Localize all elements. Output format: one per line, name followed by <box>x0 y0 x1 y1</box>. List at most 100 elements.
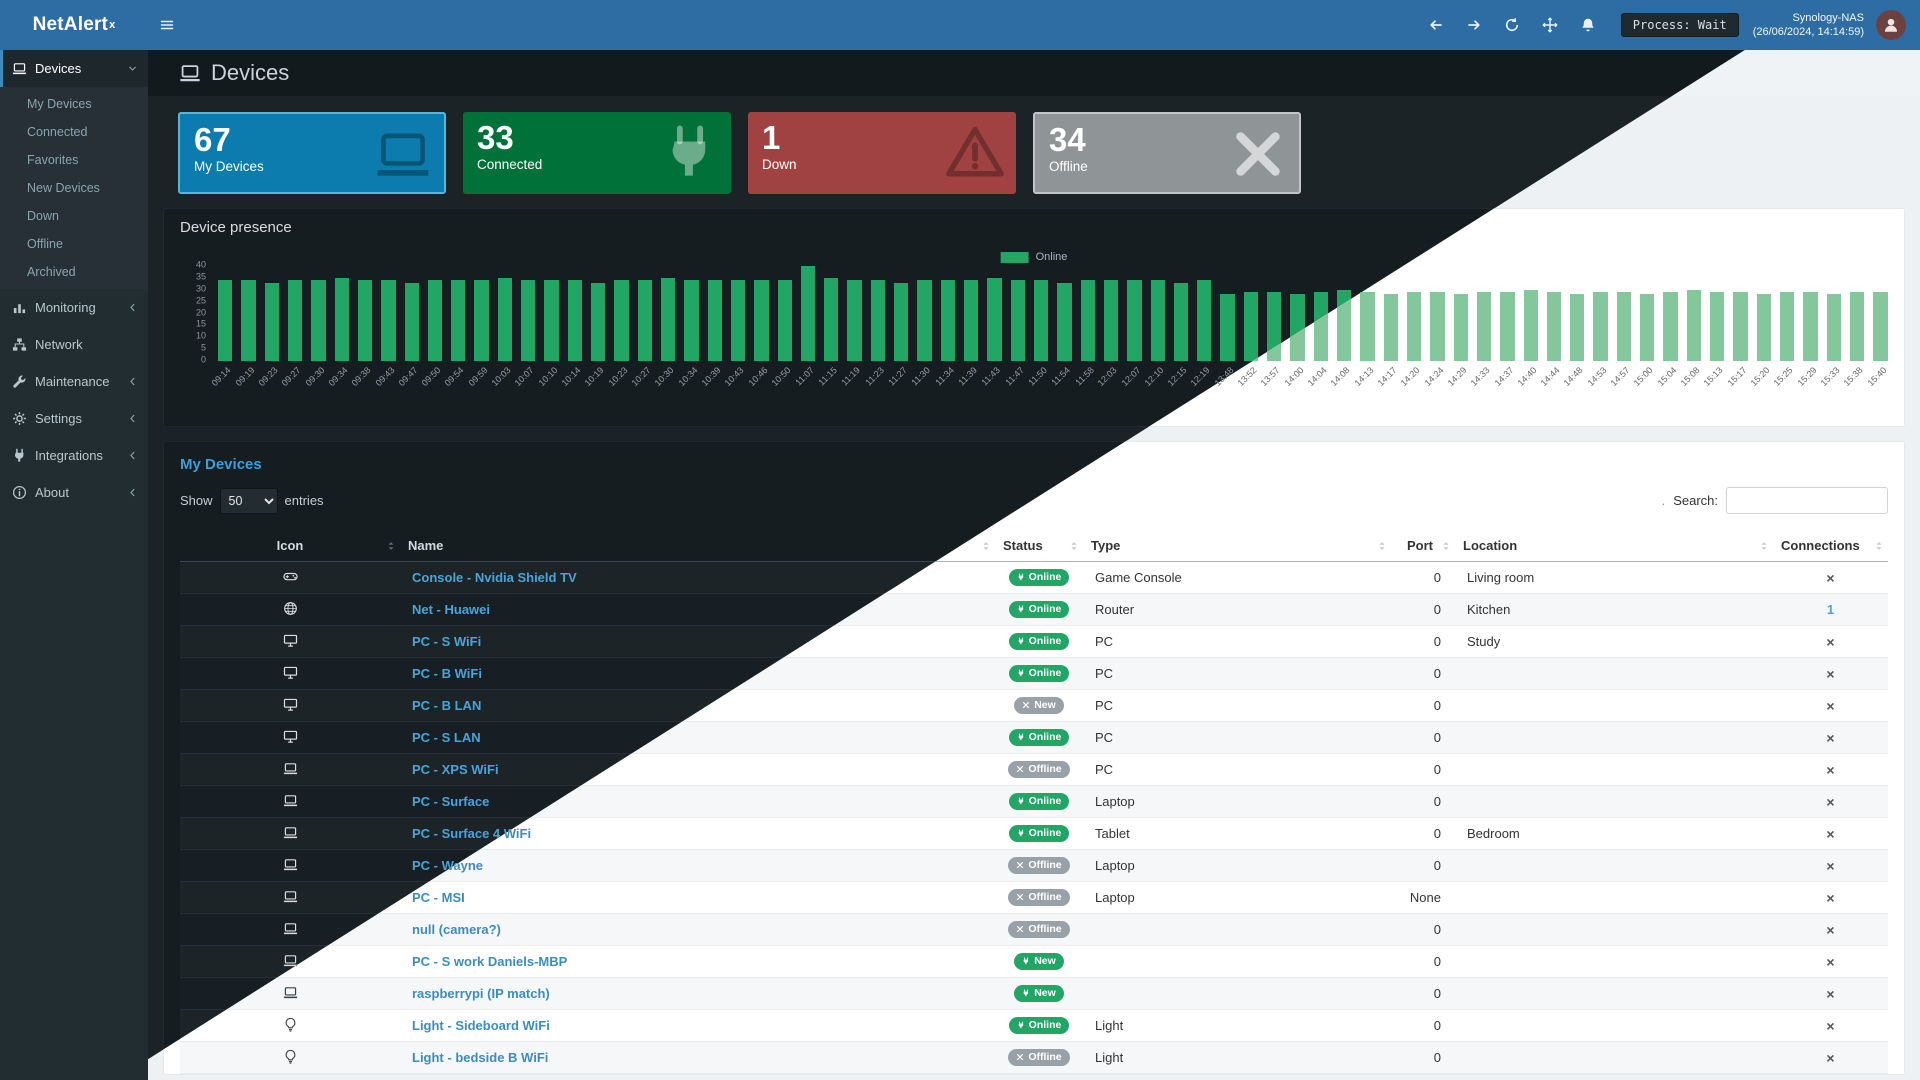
x-axis-tick-label: 09:50 <box>419 365 443 389</box>
device-name-link[interactable]: PC - Wayne <box>412 858 484 873</box>
sort-icon[interactable] <box>385 540 397 552</box>
x-tick: 11:47 <box>1003 364 1026 420</box>
column-header-icon[interactable]: Icon <box>180 530 400 562</box>
x-axis-tick-label: 09:34 <box>326 365 350 389</box>
search-prefix-dot: . <box>1661 493 1666 508</box>
device-name-cell: PC - Wayne <box>400 849 995 882</box>
stat-card-connected[interactable]: 33 Connected <box>463 112 731 194</box>
sidebar-item-offline[interactable]: Offline <box>27 237 63 251</box>
y-axis-tick-label: 0 <box>200 354 206 365</box>
status-label: Online <box>1028 570 1062 583</box>
column-header-port[interactable]: Port <box>1391 530 1455 562</box>
nav-back-button[interactable] <box>1417 0 1455 50</box>
status-label: Online <box>1028 1018 1062 1031</box>
device-connections-cell: × <box>1773 689 1888 722</box>
column-header-name[interactable]: Name <box>400 530 995 562</box>
laptop-icon <box>179 62 201 84</box>
device-name-link[interactable]: PC - S LAN <box>412 730 481 745</box>
sidebar-item-about[interactable]: About <box>0 474 148 511</box>
sort-icon[interactable] <box>1440 540 1452 552</box>
device-name-link[interactable]: PC - MSI <box>412 890 465 905</box>
device-connections-cell: × <box>1773 1009 1888 1042</box>
x-tick: 14:33 <box>1469 364 1492 420</box>
sort-icon[interactable] <box>1873 540 1885 552</box>
sort-icon[interactable] <box>1376 540 1388 552</box>
status-label: Online <box>1028 826 1062 839</box>
x-tick: 10:30 <box>653 364 676 420</box>
stat-card-down[interactable]: 1 Down <box>748 112 1016 194</box>
sidebar-item-maintenance[interactable]: Maintenance <box>0 363 148 400</box>
column-header-type[interactable]: Type <box>1083 530 1391 562</box>
sidebar-item-devices[interactable]: Devices <box>0 50 148 87</box>
device-name-link[interactable]: raspberrypi (IP match) <box>412 986 550 1001</box>
stat-card-offline[interactable]: 34 Offline <box>1033 112 1301 194</box>
connections-link[interactable]: 1 <box>1826 602 1835 617</box>
device-name-link[interactable]: PC - B LAN <box>412 698 482 713</box>
column-header-connections[interactable]: Connections <box>1773 530 1888 562</box>
page-length-select[interactable]: 50 <box>219 487 278 514</box>
device-row[interactable]: PC - S work Daniels-MBP New 0 × <box>180 945 1888 978</box>
chart-bar <box>964 280 979 361</box>
sort-icon[interactable] <box>980 540 992 552</box>
sidebar-item-monitoring[interactable]: Monitoring <box>0 289 148 326</box>
sidebar-toggle-button[interactable] <box>148 0 186 50</box>
sidebar-item-network[interactable]: Network <box>0 326 148 363</box>
device-row[interactable]: raspberrypi (IP match) New 0 × <box>180 977 1888 1010</box>
sidebar-item-favorites[interactable]: Favorites <box>27 153 79 167</box>
stat-card-my-devices[interactable]: 67 My Devices <box>178 112 446 194</box>
device-name-link[interactable]: PC - S WiFi <box>412 634 482 649</box>
device-name-link[interactable]: PC - XPS WiFi <box>412 762 499 777</box>
nav-forward-button[interactable] <box>1455 0 1493 50</box>
device-row[interactable]: Light - bedside B WiFi Offline Light 0 × <box>180 1041 1888 1074</box>
gear-icon <box>12 411 27 426</box>
sidebar-item-new-devices[interactable]: New Devices <box>27 181 100 195</box>
device-icon-cell <box>180 881 400 914</box>
device-name-link[interactable]: Console - Nvidia Shield TV <box>412 570 577 585</box>
device-name-link[interactable]: PC - Surface 4 WiFi <box>412 826 532 841</box>
notifications-button[interactable] <box>1569 0 1607 50</box>
sidebar-item-archived[interactable]: Archived <box>27 265 76 279</box>
device-row[interactable]: Console - Nvidia Shield TV Online Game Con… <box>180 561 1888 594</box>
device-name-link[interactable]: Light - Sideboard WiFi <box>412 1018 550 1033</box>
x-axis-tick-label: 14:08 <box>1328 365 1352 389</box>
plug-icon <box>1017 829 1025 837</box>
column-header-location[interactable]: Location <box>1455 530 1773 562</box>
sidebar-item-my-devices[interactable]: My Devices <box>27 97 92 111</box>
device-name-link[interactable]: null (camera?) <box>412 922 501 937</box>
search-input[interactable] <box>1726 487 1888 514</box>
device-name-link[interactable]: Light - bedside B WiFi <box>412 1050 549 1065</box>
devices-submenu: My Devices Connected Favorites New Devic… <box>0 87 148 289</box>
device-connections-cell: × <box>1773 945 1888 978</box>
sidebar-item-connected[interactable]: Connected <box>27 125 88 139</box>
sidebar-item-settings[interactable]: Settings <box>0 400 148 437</box>
device-name-link[interactable]: PC - Surface <box>412 794 490 809</box>
refresh-button[interactable] <box>1493 0 1531 50</box>
column-header-status[interactable]: Status <box>995 530 1083 562</box>
device-row[interactable]: PC - MSI Offline Laptop None × <box>180 881 1888 914</box>
y-axis-tick-label: 35 <box>195 271 206 282</box>
sidebar-item-integrations[interactable]: Integrations <box>0 437 148 474</box>
device-name-link[interactable]: PC - B WiFi <box>412 666 482 681</box>
device-name-link[interactable]: Net - Huawei <box>412 602 491 617</box>
device-row[interactable]: null (camera?) Offline 0 × <box>180 913 1888 946</box>
status-badge: Online <box>1008 793 1070 810</box>
device-name-link[interactable]: PC - S work Daniels-MBP <box>412 954 568 969</box>
sidebar-item-down[interactable]: Down <box>27 209 59 223</box>
move-layout-button[interactable] <box>1531 0 1569 50</box>
device-row[interactable]: Light - Sideboard WiFi Online Light 0 × <box>180 1009 1888 1042</box>
avatar[interactable] <box>1876 10 1906 40</box>
x-tick: 15:29 <box>1795 364 1818 420</box>
sort-icon[interactable] <box>1068 540 1080 552</box>
sort-icon[interactable] <box>1758 540 1770 552</box>
x-tick: 14:57 <box>1609 364 1632 420</box>
